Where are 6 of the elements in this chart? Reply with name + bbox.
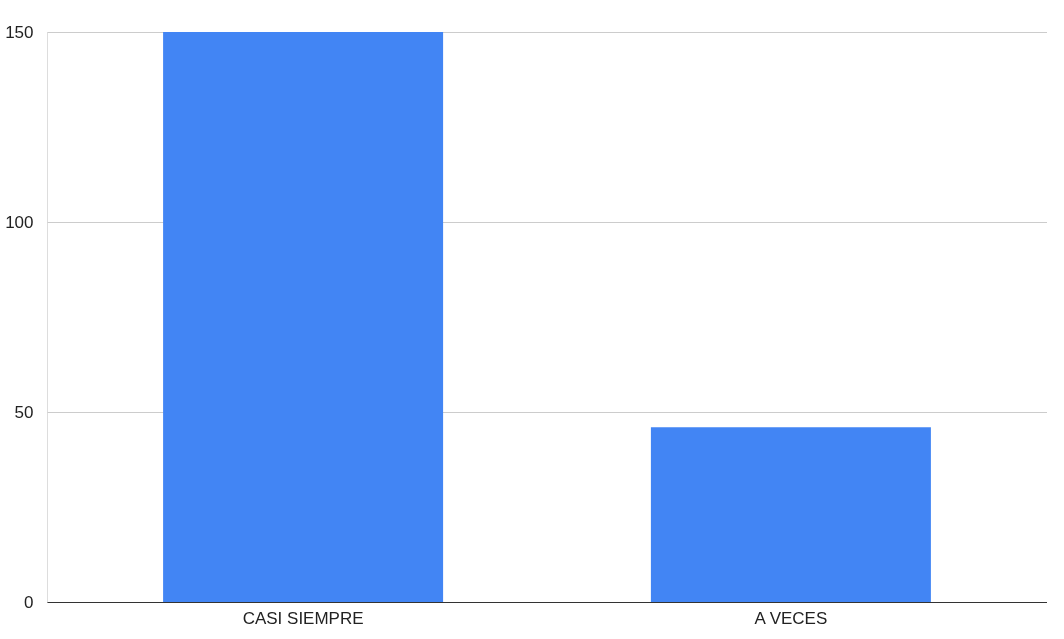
y-tick-label: 50 <box>14 402 34 422</box>
y-tick-label: 0 <box>24 592 34 612</box>
x-tick-label: CASI SIEMPRE <box>242 608 364 628</box>
y-tick-label: 150 <box>5 22 34 42</box>
x-tick-label: A VECES <box>754 608 828 628</box>
y-tick-label: 100 <box>5 212 34 232</box>
